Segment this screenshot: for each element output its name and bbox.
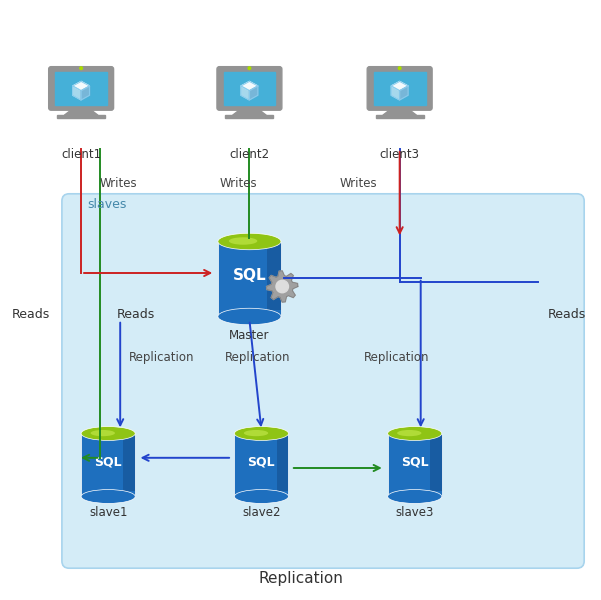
Text: slave2: slave2 [242, 506, 281, 519]
Ellipse shape [91, 430, 115, 436]
Text: slaves: slaves [87, 198, 127, 211]
Polygon shape [391, 82, 408, 91]
FancyBboxPatch shape [276, 433, 288, 491]
FancyBboxPatch shape [55, 72, 107, 105]
FancyBboxPatch shape [267, 241, 281, 310]
Polygon shape [64, 108, 98, 115]
Polygon shape [73, 82, 90, 91]
Polygon shape [391, 86, 400, 100]
Polygon shape [249, 86, 258, 100]
Text: Reads: Reads [548, 308, 586, 322]
Text: Replication: Replication [258, 571, 343, 586]
FancyBboxPatch shape [224, 72, 275, 105]
Text: Reads: Reads [12, 308, 50, 322]
Ellipse shape [388, 427, 442, 440]
FancyBboxPatch shape [367, 67, 432, 110]
Ellipse shape [397, 430, 421, 436]
Circle shape [276, 280, 288, 293]
Polygon shape [241, 82, 258, 91]
FancyBboxPatch shape [49, 67, 114, 110]
FancyBboxPatch shape [218, 241, 281, 317]
Polygon shape [57, 115, 105, 118]
Text: SQL: SQL [248, 455, 275, 469]
Text: SQL: SQL [94, 455, 122, 469]
Polygon shape [400, 86, 408, 100]
FancyBboxPatch shape [123, 433, 135, 491]
Text: Replication: Replication [364, 350, 429, 364]
Ellipse shape [388, 490, 442, 503]
Polygon shape [233, 108, 266, 115]
Ellipse shape [81, 490, 135, 503]
Text: SQL: SQL [233, 268, 266, 283]
Text: client3: client3 [380, 148, 419, 161]
Circle shape [248, 67, 251, 70]
Text: Reads: Reads [117, 308, 156, 322]
Text: client2: client2 [230, 148, 269, 161]
Text: Replication: Replication [225, 350, 291, 364]
FancyBboxPatch shape [62, 194, 584, 568]
Ellipse shape [218, 233, 281, 250]
Polygon shape [241, 86, 249, 100]
FancyBboxPatch shape [217, 67, 282, 110]
Polygon shape [73, 86, 81, 100]
FancyBboxPatch shape [81, 433, 135, 496]
Polygon shape [225, 115, 273, 118]
Text: Writes: Writes [99, 176, 137, 190]
FancyBboxPatch shape [374, 72, 426, 105]
Ellipse shape [229, 237, 257, 245]
Text: Replication: Replication [129, 350, 195, 364]
FancyBboxPatch shape [234, 433, 288, 496]
Text: client1: client1 [61, 148, 101, 161]
Polygon shape [267, 271, 298, 302]
Polygon shape [383, 108, 416, 115]
Text: slave3: slave3 [395, 506, 434, 519]
Ellipse shape [244, 430, 268, 436]
Text: Master: Master [229, 329, 270, 342]
FancyBboxPatch shape [388, 433, 442, 496]
Ellipse shape [218, 308, 281, 325]
FancyBboxPatch shape [430, 433, 442, 491]
Ellipse shape [234, 490, 288, 503]
Polygon shape [81, 86, 90, 100]
Ellipse shape [81, 427, 135, 440]
Ellipse shape [234, 427, 288, 440]
Polygon shape [376, 115, 424, 118]
Text: Writes: Writes [219, 176, 257, 190]
Circle shape [80, 67, 82, 70]
Text: Writes: Writes [340, 176, 377, 190]
Text: SQL: SQL [401, 455, 429, 469]
Circle shape [398, 67, 401, 70]
Text: slave1: slave1 [89, 506, 127, 519]
